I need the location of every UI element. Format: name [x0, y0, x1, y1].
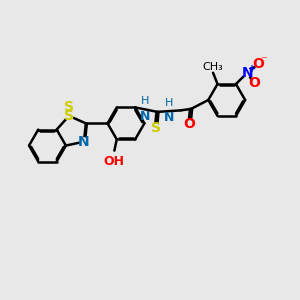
- Text: O: O: [253, 57, 265, 71]
- Circle shape: [65, 112, 73, 120]
- Text: N: N: [78, 135, 90, 149]
- Text: H: H: [165, 98, 173, 108]
- Circle shape: [152, 124, 160, 132]
- Text: CH₃: CH₃: [203, 61, 224, 72]
- Text: N: N: [164, 111, 174, 124]
- Circle shape: [255, 60, 262, 68]
- Text: H: H: [141, 96, 149, 106]
- Circle shape: [80, 138, 88, 146]
- Text: N: N: [140, 110, 150, 123]
- Text: +: +: [248, 64, 256, 74]
- Text: O: O: [248, 76, 260, 90]
- Text: ⁻: ⁻: [260, 54, 267, 68]
- Text: S: S: [151, 121, 161, 135]
- Circle shape: [243, 69, 251, 77]
- Text: N: N: [242, 66, 253, 80]
- Circle shape: [250, 79, 258, 87]
- Circle shape: [186, 121, 193, 128]
- Text: S: S: [64, 109, 74, 123]
- Text: S: S: [64, 100, 74, 114]
- Text: O: O: [184, 117, 196, 131]
- Text: OH: OH: [103, 155, 124, 168]
